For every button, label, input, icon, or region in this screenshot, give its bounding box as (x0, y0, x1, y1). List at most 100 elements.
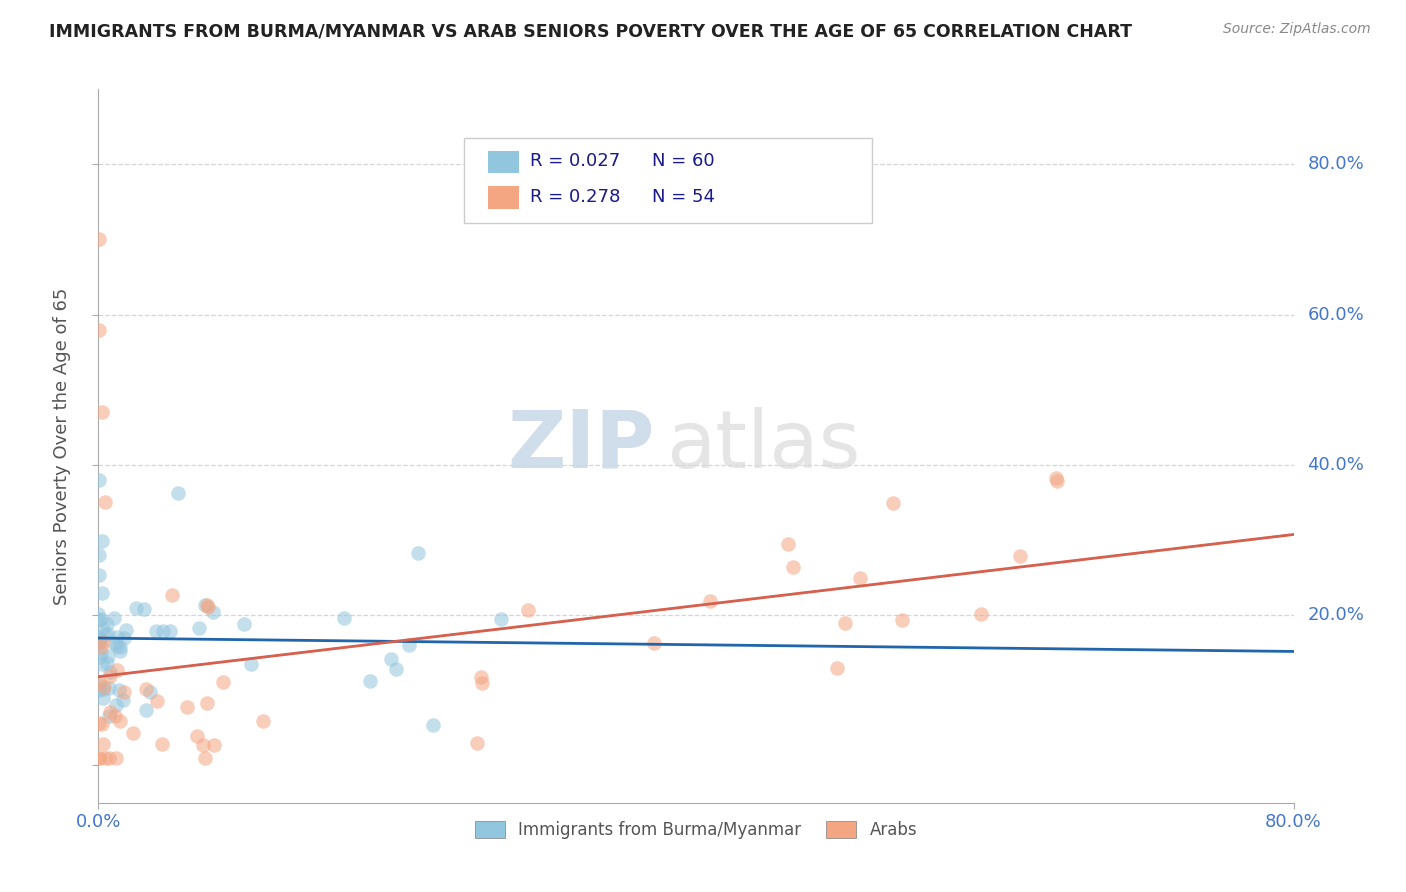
Point (186, 729, 208, 743)
Point (87, 750, 110, 764)
Point (93, 680, 115, 694)
Point (87, 630, 110, 644)
Point (193, 738, 215, 752)
Point (516, 603, 538, 617)
Point (150, 737, 173, 751)
Point (212, 675, 235, 690)
Point (197, 599, 219, 614)
Point (398, 638, 420, 652)
Point (152, 624, 174, 639)
Point (1045, 471, 1067, 485)
Legend: Immigrants from Burma/Myanmar, Arabs: Immigrants from Burma/Myanmar, Arabs (468, 814, 924, 846)
Point (105, 631, 128, 645)
Point (87, 607, 110, 621)
Point (98, 669, 121, 683)
Point (167, 486, 190, 500)
Point (91, 690, 114, 705)
Point (89, 548, 111, 562)
Point (105, 663, 128, 677)
Text: Source: ZipAtlas.com: Source: ZipAtlas.com (1223, 22, 1371, 37)
Point (105, 698, 128, 712)
Point (87, 637, 110, 651)
Point (94, 750, 117, 764)
Point (87, 232, 110, 246)
Point (160, 588, 183, 602)
Text: 60.0%: 60.0% (1308, 306, 1364, 324)
Point (104, 750, 127, 764)
Point (91, 635, 114, 649)
Point (112, 632, 135, 646)
Text: N = 60: N = 60 (652, 153, 716, 170)
Point (87, 678, 110, 692)
Text: R = 0.278: R = 0.278 (530, 188, 620, 206)
Text: IMMIGRANTS FROM BURMA/MYANMAR VS ARAB SENIORS POVERTY OVER THE AGE OF 65 CORRELA: IMMIGRANTS FROM BURMA/MYANMAR VS ARAB SE… (49, 22, 1132, 40)
Point (132, 602, 155, 616)
Point (93, 495, 115, 509)
Point (112, 685, 135, 699)
Point (197, 598, 219, 612)
Text: N = 54: N = 54 (652, 188, 716, 206)
Point (105, 639, 128, 653)
Point (108, 640, 131, 654)
Point (422, 718, 444, 732)
Point (176, 699, 198, 714)
Point (359, 674, 381, 689)
Point (91, 737, 114, 751)
Point (384, 662, 406, 676)
Point (94, 626, 117, 640)
Point (91, 405, 114, 419)
Text: atlas: atlas (666, 407, 860, 485)
Point (98, 705, 121, 719)
Point (87, 674, 110, 689)
Point (146, 694, 169, 708)
Point (89, 635, 111, 649)
Point (87, 683, 110, 698)
Point (776, 537, 799, 551)
Point (194, 750, 217, 764)
Point (87, 473, 110, 487)
Point (834, 616, 856, 631)
Point (848, 571, 870, 585)
Point (406, 546, 429, 560)
Point (91, 681, 114, 696)
Point (91, 717, 114, 731)
Point (96, 617, 118, 632)
Point (471, 676, 494, 690)
Point (89, 322, 111, 336)
Point (1008, 549, 1031, 564)
Point (233, 617, 256, 632)
Point (139, 684, 162, 698)
Point (135, 681, 157, 696)
Point (97, 681, 120, 696)
Point (90, 646, 112, 660)
Point (782, 560, 804, 574)
Point (98, 709, 121, 723)
Point (97, 649, 120, 664)
Point (145, 624, 167, 639)
Point (699, 593, 721, 607)
Point (90, 640, 112, 654)
Point (194, 598, 217, 612)
Point (125, 601, 148, 615)
Point (87, 613, 110, 627)
Point (104, 638, 127, 652)
Text: 40.0%: 40.0% (1308, 456, 1364, 474)
Text: 20.0%: 20.0% (1308, 606, 1364, 624)
Point (643, 636, 665, 650)
Point (380, 652, 402, 666)
Point (103, 611, 125, 625)
Point (89, 649, 111, 664)
Point (97, 627, 120, 641)
Point (252, 714, 274, 728)
Point (87, 750, 110, 764)
Point (122, 725, 145, 739)
Point (890, 613, 912, 627)
Point (96, 656, 118, 670)
Point (135, 703, 157, 717)
Point (465, 736, 488, 750)
Point (90, 612, 112, 626)
Point (89, 632, 111, 647)
Point (470, 669, 492, 683)
Point (90, 586, 112, 600)
Point (108, 682, 131, 697)
